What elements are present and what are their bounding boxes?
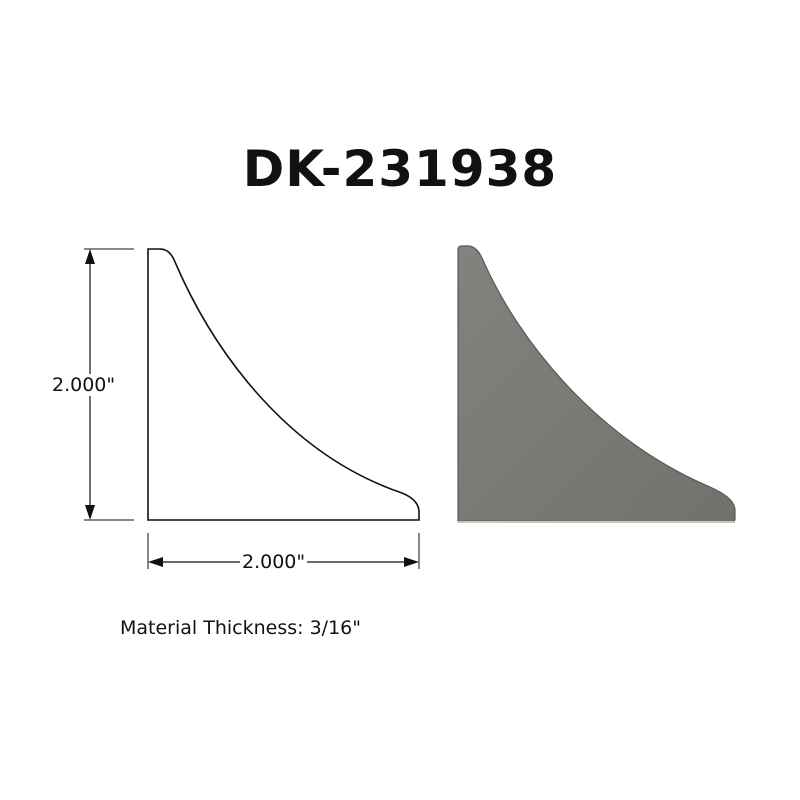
part-number-title: DK-231938 (242, 140, 558, 198)
gusset-outline (147, 248, 420, 521)
height-label: 2.000" (50, 374, 118, 396)
arrow-down-icon (85, 505, 95, 520)
arrow-right-icon (404, 557, 419, 567)
arrow-up-icon (85, 249, 95, 264)
material-thickness-note: Material Thickness: 3/16" (120, 617, 361, 639)
width-label: 2.000" (240, 551, 308, 573)
arrow-left-icon (148, 557, 163, 567)
product-photo (457, 245, 736, 523)
